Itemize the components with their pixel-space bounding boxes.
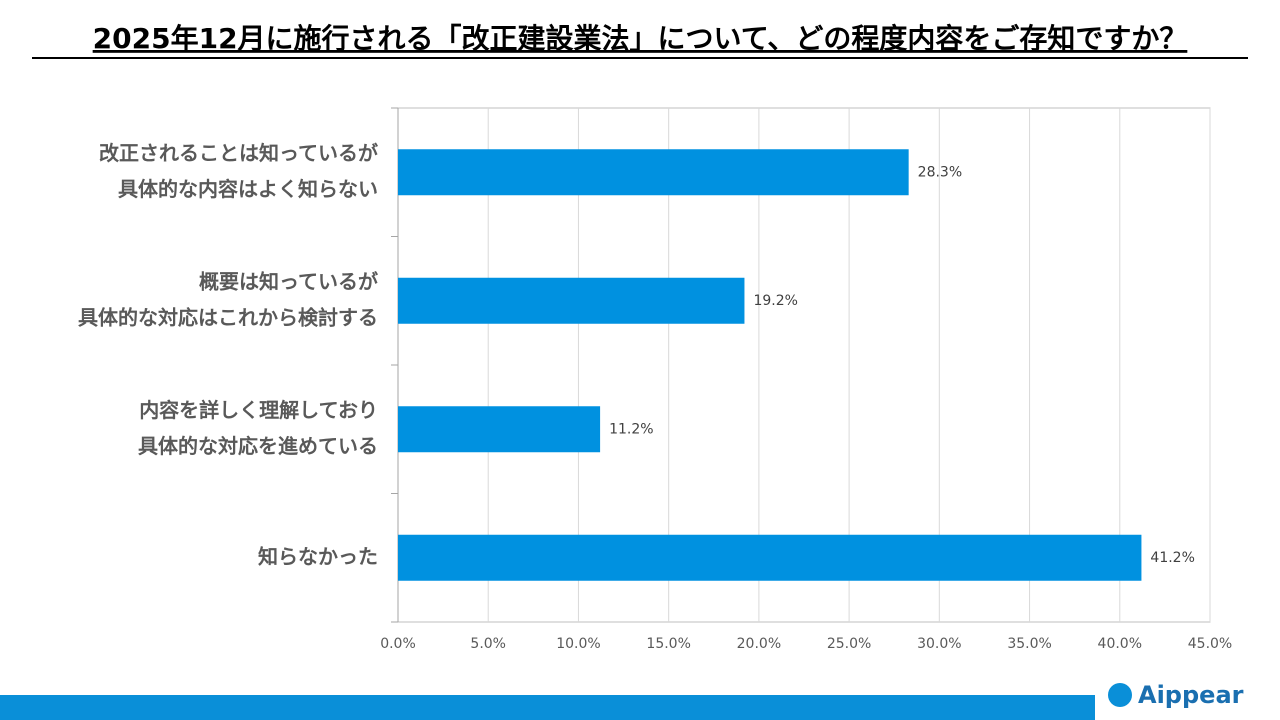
category-label: 知らなかった <box>258 544 378 568</box>
x-tick-label: 35.0% <box>1007 636 1051 652</box>
category-label: 概要は知っているが <box>199 269 378 293</box>
category-label: 改正されることは知っているが <box>99 141 378 165</box>
value-label: 11.2% <box>609 421 653 437</box>
x-tick-label: 25.0% <box>827 636 871 652</box>
bar <box>398 406 601 453</box>
x-tick-label: 5.0% <box>470 636 506 652</box>
bar <box>398 277 745 324</box>
category-label: 内容を詳しく理解しており <box>139 398 378 422</box>
category-label: 具体的な対応を進めている <box>138 434 378 458</box>
value-label: 19.2% <box>753 293 797 309</box>
x-tick-label: 20.0% <box>737 636 781 652</box>
x-tick-label: 30.0% <box>917 636 961 652</box>
x-tick-label: 15.0% <box>646 636 690 652</box>
x-tick-label: 45.0% <box>1188 636 1232 652</box>
x-tick-label: 10.0% <box>556 636 600 652</box>
value-label: 41.2% <box>1150 550 1194 566</box>
brand-icon <box>1108 683 1132 707</box>
brand: Aippear <box>1138 681 1244 709</box>
footer-bar <box>0 695 1280 720</box>
x-tick-label: 40.0% <box>1098 636 1142 652</box>
bar <box>398 534 1142 581</box>
chart-title: 2025年12月に施行される「改正建設業法」について、どの程度内容をご存知ですか… <box>93 22 1188 55</box>
bar <box>398 149 909 196</box>
category-label: 具体的な内容はよく知らない <box>118 177 378 201</box>
category-label: 具体的な対応はこれから検討する <box>78 305 378 329</box>
value-label: 28.3% <box>918 164 962 180</box>
x-tick-label: 0.0% <box>380 636 416 652</box>
